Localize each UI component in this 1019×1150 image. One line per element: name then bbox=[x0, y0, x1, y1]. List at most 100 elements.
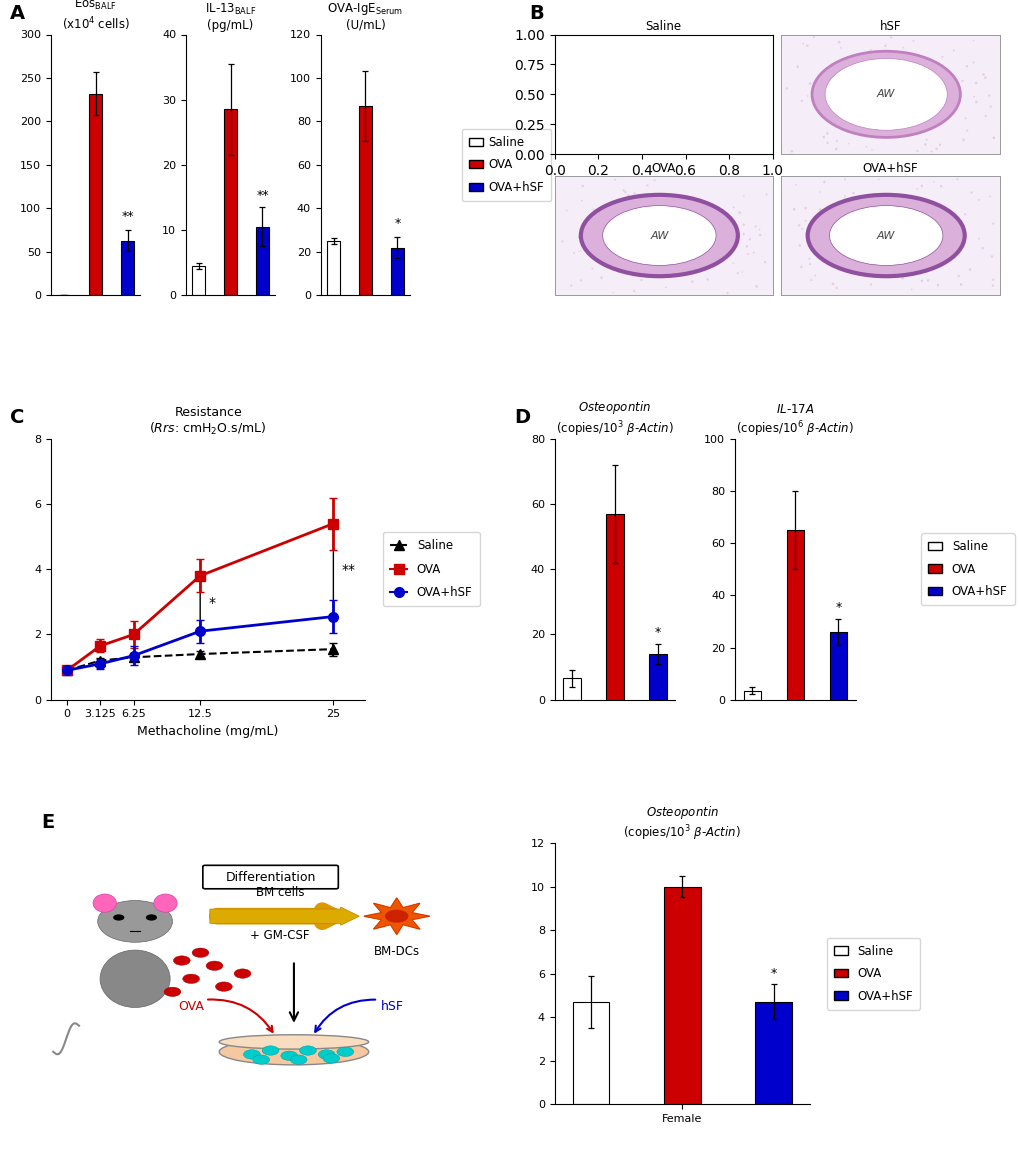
Point bbox=[660, 93, 677, 112]
Point bbox=[929, 76, 946, 94]
Point bbox=[757, 185, 773, 204]
Point bbox=[580, 69, 596, 87]
Point bbox=[569, 83, 585, 101]
Point bbox=[717, 237, 734, 255]
Bar bbox=[121, 240, 133, 296]
Point bbox=[890, 74, 906, 92]
Point bbox=[725, 198, 741, 216]
Point bbox=[571, 228, 587, 246]
Circle shape bbox=[192, 948, 209, 958]
Point bbox=[583, 105, 599, 123]
Circle shape bbox=[234, 969, 251, 979]
Point bbox=[692, 218, 708, 237]
Point bbox=[862, 275, 878, 293]
Point bbox=[793, 258, 809, 276]
Point bbox=[981, 98, 998, 116]
Text: C: C bbox=[10, 408, 24, 428]
Point bbox=[954, 71, 970, 90]
Point bbox=[984, 214, 1001, 232]
Point bbox=[595, 199, 611, 217]
Text: D: D bbox=[514, 408, 530, 428]
Bar bbox=[605, 514, 623, 699]
Point bbox=[694, 40, 710, 59]
Circle shape bbox=[300, 1045, 316, 1056]
Point bbox=[891, 77, 907, 95]
Point bbox=[576, 49, 592, 68]
Point bbox=[627, 84, 643, 102]
Point bbox=[595, 78, 611, 97]
Point bbox=[835, 105, 851, 123]
Text: AW: AW bbox=[876, 90, 895, 99]
Point bbox=[949, 170, 965, 189]
Point bbox=[827, 140, 844, 159]
Point bbox=[559, 101, 576, 120]
Point bbox=[908, 179, 924, 198]
Point bbox=[558, 201, 575, 220]
Point bbox=[592, 95, 608, 114]
Point bbox=[689, 93, 705, 112]
Point bbox=[916, 197, 932, 215]
Text: *: * bbox=[394, 217, 400, 230]
Point bbox=[560, 133, 577, 152]
Point bbox=[741, 130, 757, 148]
Point bbox=[748, 277, 764, 296]
Bar bbox=[743, 690, 760, 699]
Point bbox=[807, 84, 823, 102]
Circle shape bbox=[280, 1051, 298, 1060]
Point bbox=[639, 176, 655, 194]
Legend: Saline, OVA, OVA+hSF: Saline, OVA, OVA+hSF bbox=[382, 532, 479, 606]
Point bbox=[583, 206, 599, 224]
Point bbox=[752, 70, 768, 89]
Point bbox=[870, 59, 887, 77]
Point bbox=[729, 263, 745, 282]
Point bbox=[815, 128, 832, 146]
Point bbox=[668, 193, 685, 212]
Point bbox=[633, 270, 649, 289]
Text: + GM-CSF: + GM-CSF bbox=[250, 929, 310, 942]
Circle shape bbox=[182, 974, 200, 983]
Point bbox=[554, 129, 571, 147]
Bar bbox=[327, 242, 339, 296]
Point bbox=[564, 36, 580, 54]
Point bbox=[712, 117, 729, 136]
Point bbox=[813, 214, 829, 232]
Legend: Saline, OVA, OVA+hSF: Saline, OVA, OVA+hSF bbox=[461, 129, 551, 201]
Point bbox=[749, 71, 765, 90]
Point bbox=[611, 130, 628, 148]
FancyArrow shape bbox=[210, 907, 359, 926]
Point bbox=[842, 118, 858, 137]
Title: $IL$-$17A$
(copies/10$^6$ $\beta$-$Actin$): $IL$-$17A$ (copies/10$^6$ $\beta$-$Actin… bbox=[736, 404, 853, 439]
Point bbox=[573, 191, 589, 209]
Point bbox=[735, 215, 751, 233]
Point bbox=[917, 60, 933, 78]
Point bbox=[566, 55, 582, 74]
Point bbox=[838, 89, 854, 107]
Bar bbox=[649, 654, 666, 699]
Legend: Saline, OVA, OVA+hSF: Saline, OVA, OVA+hSF bbox=[826, 937, 919, 1010]
Text: *: * bbox=[835, 600, 841, 614]
Point bbox=[883, 223, 900, 241]
Point bbox=[725, 55, 741, 74]
Point bbox=[787, 176, 803, 194]
Circle shape bbox=[164, 987, 180, 997]
Point bbox=[875, 199, 892, 217]
Point bbox=[791, 216, 807, 235]
Point bbox=[604, 116, 621, 135]
Point bbox=[845, 184, 861, 202]
Point bbox=[593, 269, 609, 288]
Point bbox=[614, 182, 631, 200]
Point bbox=[842, 244, 858, 262]
Point bbox=[751, 221, 767, 239]
Circle shape bbox=[244, 1050, 260, 1059]
Point bbox=[747, 129, 763, 147]
Point bbox=[965, 53, 981, 71]
Point bbox=[863, 120, 879, 138]
Ellipse shape bbox=[811, 52, 960, 137]
Point bbox=[786, 200, 802, 218]
Point bbox=[566, 244, 582, 262]
Point bbox=[574, 177, 590, 196]
Point bbox=[749, 49, 765, 68]
Point bbox=[616, 183, 633, 201]
Point bbox=[928, 215, 945, 233]
Point bbox=[583, 107, 599, 125]
